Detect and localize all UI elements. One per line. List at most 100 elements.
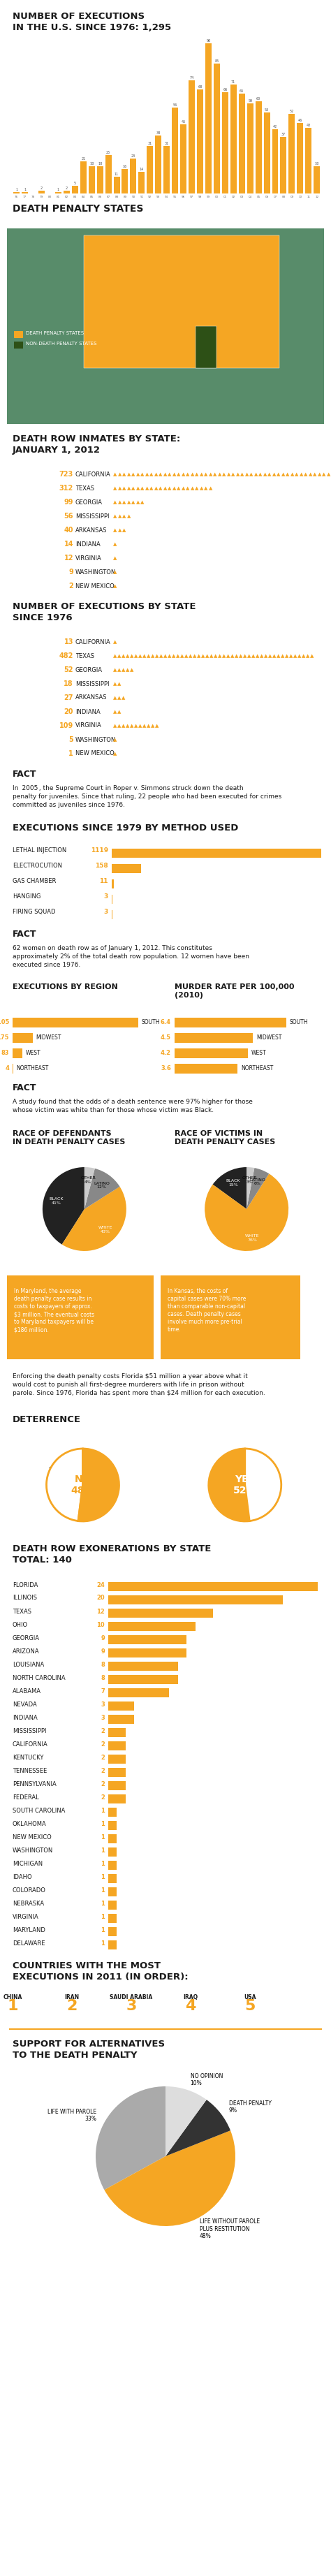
Text: ▲: ▲: [118, 471, 121, 477]
Text: 07: 07: [273, 196, 277, 198]
Wedge shape: [205, 1175, 289, 1252]
Text: 90: 90: [131, 196, 135, 198]
FancyBboxPatch shape: [64, 191, 70, 193]
Text: ARKANSAS: ARKANSAS: [75, 696, 107, 701]
Text: SUPPORT FOR ALTERNATIVES
TO THE DEATH PENALTY: SUPPORT FOR ALTERNATIVES TO THE DEATH PE…: [13, 2040, 165, 2061]
Text: 06: 06: [265, 196, 269, 198]
Text: ▲: ▲: [243, 654, 247, 657]
Text: INDIANA: INDIANA: [75, 541, 100, 546]
Text: ▲: ▲: [113, 639, 117, 644]
Text: ▲: ▲: [250, 471, 253, 477]
Text: 93: 93: [157, 196, 160, 198]
Text: 1: 1: [101, 1940, 105, 1947]
Text: 11: 11: [307, 196, 310, 198]
Text: ▲: ▲: [310, 654, 314, 657]
Text: DOES NOT DETER
CRIME: DOES NOT DETER CRIME: [49, 1466, 116, 1481]
FancyBboxPatch shape: [147, 147, 153, 193]
Text: OTHER
4%: OTHER 4%: [80, 1177, 96, 1185]
FancyBboxPatch shape: [108, 1888, 117, 1896]
FancyBboxPatch shape: [297, 124, 303, 193]
Text: ▲: ▲: [281, 654, 285, 657]
Text: ▲: ▲: [285, 654, 289, 657]
Text: 27: 27: [64, 696, 73, 701]
Text: ▲: ▲: [172, 471, 176, 477]
Wedge shape: [78, 1448, 119, 1522]
Text: ▲: ▲: [290, 471, 294, 477]
Text: NORTHEAST: NORTHEAST: [17, 1066, 49, 1072]
FancyBboxPatch shape: [197, 90, 203, 193]
Text: ▲: ▲: [150, 471, 153, 477]
FancyBboxPatch shape: [180, 124, 186, 193]
Text: ▲: ▲: [163, 487, 167, 489]
Text: KENTUCKY: KENTUCKY: [13, 1754, 44, 1759]
Text: ▲: ▲: [181, 471, 185, 477]
Text: 3: 3: [104, 909, 108, 914]
Text: FEDERAL: FEDERAL: [13, 1793, 39, 1801]
Text: DETERRENCE: DETERRENCE: [13, 1414, 81, 1425]
Text: ▲: ▲: [318, 471, 321, 477]
Text: Enforcing the death penalty costs Florida $51 million a year above what it
would: Enforcing the death penalty costs Florid…: [13, 1373, 265, 1396]
Text: 42: 42: [273, 124, 277, 129]
Text: 62 women on death row as of January 1, 2012. This constitutes
approximately 2% o: 62 women on death row as of January 1, 2…: [13, 945, 249, 969]
Text: NEVADA: NEVADA: [13, 1700, 37, 1708]
FancyBboxPatch shape: [80, 162, 86, 193]
Text: ▲: ▲: [322, 471, 326, 477]
Text: COLORADO: COLORADO: [13, 1888, 46, 1893]
Text: 20: 20: [97, 1595, 105, 1602]
Text: ▲: ▲: [134, 724, 138, 729]
Text: ▲: ▲: [200, 487, 203, 489]
Text: 78: 78: [31, 196, 35, 198]
Text: ▲: ▲: [118, 515, 121, 518]
FancyBboxPatch shape: [13, 1048, 22, 1059]
Text: ▲: ▲: [131, 471, 135, 477]
Text: ▲: ▲: [122, 487, 126, 489]
Text: 723: 723: [59, 471, 73, 477]
Text: ▲: ▲: [168, 487, 171, 489]
Text: NUMBER OF EXECUTIONS BY STATE
SINCE 1976: NUMBER OF EXECUTIONS BY STATE SINCE 1976: [13, 603, 196, 623]
Text: ▲: ▲: [272, 654, 276, 657]
Text: ▲: ▲: [113, 528, 117, 533]
Text: 01: 01: [223, 196, 227, 198]
Text: FLORIDA: FLORIDA: [13, 1582, 38, 1587]
Text: 1119: 1119: [91, 848, 108, 853]
Text: 2: 2: [101, 1767, 105, 1775]
Text: 1: 1: [101, 1860, 105, 1868]
Text: 12: 12: [97, 1607, 105, 1615]
Text: 52: 52: [290, 111, 294, 113]
Text: MARYLAND: MARYLAND: [13, 1927, 45, 1932]
Text: ▲: ▲: [306, 654, 310, 657]
Text: ▲: ▲: [118, 654, 121, 657]
Text: 77: 77: [23, 196, 27, 198]
Text: GEORGIA: GEORGIA: [75, 667, 103, 672]
FancyBboxPatch shape: [174, 1018, 286, 1028]
Text: 5: 5: [69, 737, 73, 744]
Text: NORTHEAST: NORTHEAST: [241, 1066, 273, 1072]
Text: ▲: ▲: [260, 654, 264, 657]
Text: 98: 98: [206, 39, 211, 44]
Text: ▲: ▲: [186, 471, 190, 477]
Text: ▲: ▲: [122, 724, 125, 729]
Text: WASHINGTON: WASHINGTON: [75, 737, 116, 742]
FancyBboxPatch shape: [108, 1623, 196, 1631]
Text: SOUTH: SOUTH: [290, 1020, 308, 1025]
Text: 16: 16: [123, 165, 127, 167]
Text: DEATH PENALTY STATES: DEATH PENALTY STATES: [13, 204, 143, 214]
FancyBboxPatch shape: [264, 113, 270, 193]
Text: 18: 18: [315, 162, 319, 165]
Text: 3: 3: [104, 894, 108, 899]
Text: ▲: ▲: [210, 654, 213, 657]
Text: 31: 31: [148, 142, 152, 144]
Text: LATINO
12%: LATINO 12%: [94, 1182, 110, 1190]
Text: 1: 1: [101, 1901, 105, 1906]
Text: ▲: ▲: [122, 654, 125, 657]
Text: 2: 2: [67, 1999, 77, 2012]
Text: 1: 1: [101, 1834, 105, 1839]
Text: 1: 1: [101, 1873, 105, 1880]
FancyBboxPatch shape: [174, 1064, 237, 1074]
Text: ▲: ▲: [201, 654, 205, 657]
Text: 46: 46: [298, 118, 302, 121]
Text: 76: 76: [15, 196, 18, 198]
Text: OTHER
3%: OTHER 3%: [242, 1177, 257, 1182]
Text: ▲: ▲: [206, 654, 209, 657]
Text: 97: 97: [190, 196, 194, 198]
